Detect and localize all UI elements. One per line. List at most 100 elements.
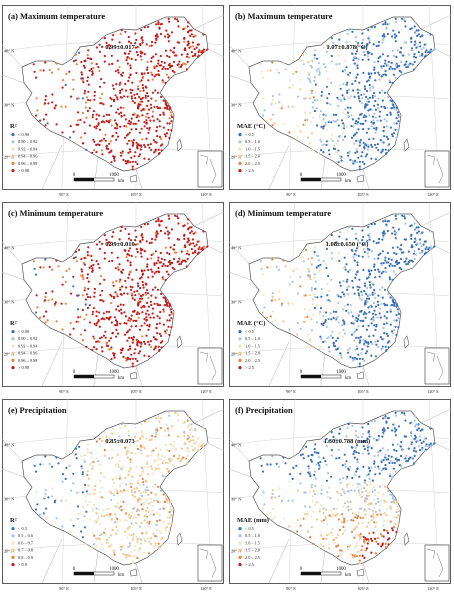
station-point [50,71,54,74]
station-point [128,139,131,142]
station-point [395,108,398,111]
station-point [374,158,377,161]
station-point [98,325,101,328]
station-point [153,263,156,267]
station-point [366,89,369,93]
legend-label: 0.90 – 0.92 [18,336,37,341]
station-point [75,63,78,66]
station-point [373,460,376,463]
station-point [72,454,75,457]
station-point [261,114,265,117]
station-point [110,251,113,254]
station-point [360,112,363,115]
legend-swatch [11,330,15,334]
station-point [157,22,160,26]
station-point [368,51,371,54]
station-point [314,246,317,249]
station-point [341,488,344,491]
station-point [132,339,135,343]
station-point [162,505,165,508]
station-point [357,254,360,258]
station-point [145,334,148,337]
station-point [99,491,102,494]
station-point [367,276,370,279]
station-point [295,267,298,270]
station-point [389,126,392,129]
station-point [420,245,423,248]
station-point [115,525,118,528]
station-point [92,460,95,463]
station-point [399,445,402,448]
station-point [422,440,425,443]
station-point [393,498,396,501]
station-point [72,78,75,81]
station-point [299,524,302,527]
station-point [43,299,47,302]
station-point [370,537,373,540]
station-point [137,284,140,288]
station-point [176,20,180,23]
station-point [69,322,72,325]
station-point [114,488,117,491]
station-point [416,34,419,37]
station-point [330,278,333,281]
station-point [102,497,105,500]
station-point [69,519,72,522]
station-point [271,492,274,495]
station-point [357,139,360,142]
station-point [115,477,118,480]
station-point [141,114,144,117]
station-point [371,342,374,345]
station-point [154,34,157,37]
station-point [261,273,265,276]
station-point [125,528,128,531]
station-point [138,292,141,295]
station-point [163,330,167,333]
station-point [102,103,105,106]
station-point [119,293,122,296]
station-point [354,473,357,476]
station-point [81,276,84,279]
station-point [367,430,371,433]
station-point [388,473,391,476]
station-point [133,298,136,301]
station-point [168,414,171,417]
station-point [358,362,361,365]
station-point [160,60,163,64]
station-point [136,439,139,443]
station-point [82,458,85,461]
station-point [361,348,364,351]
station-point [159,341,162,344]
station-point [179,459,183,462]
station-point [374,79,377,82]
station-point [326,299,329,302]
station-point [299,327,302,330]
station-point [354,232,357,236]
station-point [141,272,145,275]
station-point [307,471,310,474]
station-point [157,259,160,262]
panel-statistic: 1.30±0.788 (mm) [324,438,370,445]
station-point [197,51,200,54]
station-point [93,149,96,152]
station-point [355,542,358,545]
station-point [35,491,38,494]
station-point [361,440,364,443]
station-point [172,445,175,448]
station-point [144,85,147,88]
station-point [60,499,63,502]
station-point [391,500,394,504]
station-point [333,541,337,545]
station-point [76,308,80,311]
station-point [170,514,173,517]
station-point [405,263,408,266]
station-point [351,249,354,252]
station-point [427,248,430,251]
station-point [322,127,325,130]
station-point [139,50,142,53]
station-point [143,318,146,321]
station-point [270,102,274,105]
station-point [280,304,283,307]
station-point [380,348,383,351]
station-point [156,429,159,432]
